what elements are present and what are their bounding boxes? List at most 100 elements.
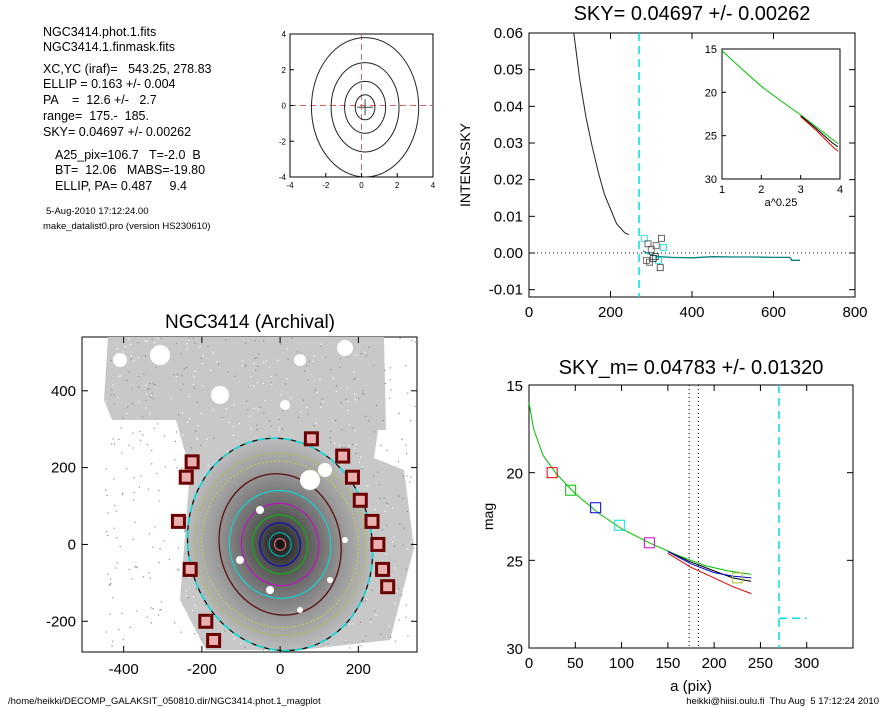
- galaxy-noise-pixel: [142, 476, 144, 478]
- galaxy-noise-pixel: [388, 397, 391, 399]
- galaxy-noise-pixel: [149, 396, 151, 398]
- galaxy-noise-pixel: [256, 365, 259, 368]
- galaxy-noise-pixel: [394, 603, 397, 605]
- galaxy-xtick-label: -400: [109, 661, 139, 678]
- galaxy-noise-pixel: [384, 369, 386, 372]
- galaxy-noise-pixel: [297, 416, 300, 418]
- galaxy-noise-pixel: [386, 449, 388, 451]
- galaxy-noise-pixel: [390, 389, 392, 391]
- galaxy-noise-pixel: [200, 357, 202, 359]
- galaxy-noise-pixel: [112, 384, 114, 386]
- galaxy-noise-pixel: [124, 505, 126, 507]
- galaxy-noise-pixel: [131, 402, 133, 405]
- galaxy-noise-pixel: [158, 614, 160, 616]
- galaxy-noise-pixel: [411, 558, 413, 560]
- galaxy-noise-pixel: [406, 475, 408, 477]
- galaxy-noise-pixel: [151, 463, 153, 465]
- contour-line: [344, 80, 387, 134]
- galaxy-noise-pixel: [112, 438, 114, 440]
- galaxy-noise-pixel: [113, 443, 116, 445]
- galaxy-noise-pixel: [399, 337, 401, 339]
- galaxy-noise-pixel: [146, 592, 148, 594]
- galaxy-noise-pixel: [329, 437, 331, 439]
- mag-xtick-label: 250: [748, 655, 773, 672]
- galaxy-ytick-label: -200: [46, 613, 76, 630]
- galaxy-noise-pixel: [364, 351, 366, 353]
- galaxy-noise-pixel: [412, 629, 414, 632]
- intensity-ytick-label: 0.03: [494, 135, 523, 152]
- intensity-ytick-label: 0.02: [494, 172, 523, 189]
- contour-ytick-label: -2: [279, 137, 287, 146]
- galaxy-noise-pixel: [146, 616, 148, 618]
- galaxy-noise-pixel: [177, 568, 179, 570]
- galaxy-noise-pixel: [180, 389, 182, 391]
- galaxy-noise-pixel: [135, 566, 137, 568]
- galaxy-noise-pixel: [408, 451, 410, 454]
- galaxy-noise-pixel: [128, 444, 130, 447]
- galaxy-noise-pixel: [339, 444, 341, 447]
- galaxy-noise-pixel: [379, 497, 381, 500]
- intensity-xtick-label: 800: [842, 304, 867, 321]
- galaxy-noise-pixel: [241, 360, 243, 362]
- galaxy-noise-pixel: [392, 352, 394, 354]
- galaxy-noise-pixel: [117, 397, 119, 399]
- galaxy-noise-pixel: [405, 616, 407, 618]
- galaxy-noise-pixel: [145, 399, 147, 401]
- intensity-ytick-label: 0.04: [494, 98, 523, 115]
- galaxy-noise-pixel: [185, 594, 187, 597]
- galaxy-noise-pixel: [151, 392, 153, 394]
- galaxy-noise-pixel: [150, 518, 152, 521]
- info-line: NGC3414.phot.1.fits: [43, 25, 157, 39]
- galaxy-noise-pixel: [296, 351, 299, 353]
- galaxy-noise-pixel: [111, 645, 113, 647]
- intensity-xtick-label: 200: [598, 304, 623, 321]
- galaxy-noise-pixel: [147, 488, 149, 490]
- galaxy-noise-pixel: [106, 494, 108, 497]
- galaxy-mask-square: [206, 632, 222, 648]
- intensity-square-marker: [660, 244, 667, 251]
- galaxy-noise-pixel: [117, 376, 119, 378]
- galaxy-noise-pixel: [325, 356, 327, 358]
- galaxy-noise-pixel: [404, 586, 406, 589]
- galaxy-noise-pixel: [201, 363, 204, 365]
- galaxy-noise-pixel: [107, 512, 109, 514]
- galaxy-noise-pixel: [307, 413, 309, 416]
- galaxy-noise-pixel: [106, 408, 108, 410]
- galaxy-noise-pixel: [302, 399, 304, 401]
- galaxy-noise-pixel: [245, 400, 248, 402]
- galaxy-noise-pixel: [385, 553, 388, 555]
- galaxy-noise-pixel: [125, 435, 127, 437]
- galaxy-noise-pixel: [187, 421, 189, 424]
- galaxy-blotch: [280, 400, 290, 410]
- galaxy-noise-pixel: [192, 337, 195, 339]
- galaxy-noise-pixel: [184, 529, 186, 531]
- galaxy-noise-pixel: [349, 623, 351, 625]
- galaxy-noise-pixel: [386, 398, 388, 400]
- galaxy-noise-pixel: [134, 536, 136, 538]
- galaxy-noise-pixel: [140, 559, 142, 561]
- galaxy-noise-pixel: [105, 468, 107, 470]
- galaxy-noise-pixel: [146, 444, 148, 446]
- inset-ytick-label: 30: [705, 174, 717, 186]
- galaxy-noise-pixel: [192, 383, 194, 385]
- galaxy-noise-pixel: [185, 517, 187, 519]
- galaxy-noise-pixel: [312, 360, 314, 363]
- galaxy-noise-pixel: [402, 610, 404, 612]
- galaxy-noise-pixel: [171, 455, 173, 458]
- galaxy-noise-pixel: [187, 596, 189, 599]
- galaxy-noise-pixel: [111, 389, 113, 391]
- mag-xtick-label: 50: [567, 655, 584, 672]
- galaxy-isophote: [251, 514, 309, 575]
- galaxy-noise-pixel: [113, 394, 115, 396]
- galaxy-noise-pixel: [148, 533, 150, 535]
- galaxy-noise-pixel: [334, 442, 336, 444]
- galaxy-xtick-label: 200: [346, 661, 371, 678]
- galaxy-noise-pixel: [341, 446, 343, 449]
- galaxy-mask-square: [370, 536, 386, 552]
- galaxy-noise-pixel: [109, 584, 111, 586]
- galaxy-noise-pixel: [217, 363, 220, 365]
- galaxy-noise-pixel: [188, 337, 190, 339]
- galaxy-noise-pixel: [391, 541, 394, 543]
- intensity-ytick-label: 0.06: [494, 25, 523, 42]
- galaxy-noise-pixel: [356, 354, 358, 357]
